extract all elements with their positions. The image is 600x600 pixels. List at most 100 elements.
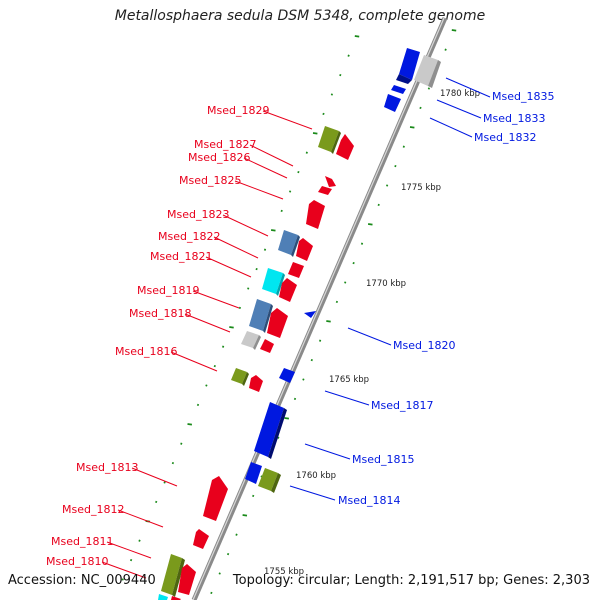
tick-dot	[270, 229, 276, 232]
gene-label-msed-1835[interactable]: Msed_1835	[492, 90, 554, 103]
gene-feature-grey-1834[interactable]	[414, 55, 441, 88]
tick-dot	[155, 500, 158, 504]
tick-dot	[210, 591, 213, 595]
gene-feature-forward-1813[interactable]	[203, 476, 228, 521]
tick-dot	[344, 281, 347, 284]
kbp-label-1775: 1775 kbp	[401, 183, 441, 193]
tick-dot	[305, 151, 308, 154]
tick-dot	[180, 442, 183, 445]
tick-dot	[347, 54, 350, 57]
gene-label-msed-1829[interactable]: Msed_1829	[207, 104, 269, 117]
gene-feature-forward-1828[interactable]	[336, 134, 354, 160]
gene-feature-forward-1818b[interactable]	[267, 308, 288, 338]
gene-label-msed-1810[interactable]: Msed_1810	[46, 555, 108, 568]
tick-dot	[196, 403, 200, 407]
kbp-label-1760: 1760 kbp	[296, 471, 336, 481]
gene-feature-olive-1816[interactable]	[231, 368, 249, 386]
tick-dot	[451, 29, 457, 32]
gene-label-msed-1817[interactable]: Msed_1817	[371, 399, 433, 412]
gene-feature-olive-1811[interactable]	[161, 554, 185, 597]
tick-dot	[138, 539, 141, 542]
tick-dot	[354, 35, 360, 38]
gene-feature-steel-1818[interactable]	[249, 299, 273, 333]
gene-feature-forward-1825[interactable]	[318, 186, 332, 195]
tick-dot	[297, 170, 300, 174]
gene-label-msed-1813[interactable]: Msed_1813	[76, 461, 138, 474]
backbone-highlight	[192, 17, 445, 600]
tick-dot	[385, 184, 389, 187]
tick-dot	[213, 364, 216, 368]
tick-dot	[394, 164, 397, 168]
gene-label-msed-1833[interactable]: Msed_1833	[483, 112, 545, 125]
gene-label-msed-1826[interactable]: Msed_1826	[188, 151, 250, 164]
gene-feature-forward-1823[interactable]	[306, 200, 325, 229]
tick-dot	[302, 378, 305, 381]
outer-tick-track	[210, 29, 457, 595]
tick-dot	[218, 572, 221, 575]
gene-feature-olive-1814b[interactable]	[258, 468, 281, 493]
tick-dot	[326, 320, 331, 323]
gene-label-msed-1811[interactable]: Msed_1811	[51, 535, 113, 548]
tick-dot	[310, 358, 313, 362]
kbp-label-1780: 1780 kbp	[440, 89, 480, 99]
gene-feature-forward-1822b[interactable]	[296, 238, 313, 261]
gene-feature-forward-1810[interactable]	[178, 564, 196, 595]
tick-dot	[242, 514, 248, 517]
gene-feature-reverse-1814[interactable]	[245, 462, 262, 484]
gene-feature-cyan-1809[interactable]	[158, 594, 168, 600]
gene-label-msed-1815[interactable]: Msed_1815	[352, 453, 414, 466]
label-group-right: Msed_1835 Msed_1833 Msed_1832 Msed_1820 …	[289, 77, 554, 507]
gene-feature-reverse-1835[interactable]	[396, 48, 420, 84]
gene-feature-forward-1817b[interactable]	[260, 339, 274, 353]
gene-feature-forward-1826[interactable]	[325, 176, 336, 187]
tick-dot	[377, 203, 380, 207]
tick-dot	[221, 345, 225, 348]
gene-feature-forward-1810b[interactable]	[171, 596, 181, 600]
tick-dot	[163, 481, 166, 484]
kbp-label-1765: 1765 kbp	[329, 375, 369, 385]
gene-label-msed-1819[interactable]: Msed_1819	[137, 284, 199, 297]
tick-dot	[318, 339, 322, 342]
gene-feature-reverse-1815[interactable]	[254, 402, 287, 459]
tick-dot	[367, 223, 373, 226]
tick-dot	[427, 87, 431, 90]
tick-dot	[263, 248, 267, 251]
tick-dot	[252, 494, 255, 498]
gene-feature-grey-1817[interactable]	[241, 331, 261, 350]
gene-label-msed-1825[interactable]: Msed_1825	[179, 174, 241, 187]
gene-feature-reverse-1820[interactable]	[304, 311, 316, 318]
tick-dot	[330, 93, 334, 96]
gene-feature-reverse-1832[interactable]	[384, 94, 401, 112]
gene-label-msed-1821[interactable]: Msed_1821	[150, 250, 212, 263]
gene-label-msed-1832[interactable]: Msed_1832	[474, 131, 536, 144]
tick-dot	[293, 397, 297, 401]
gene-label-msed-1814[interactable]: Msed_1814	[338, 494, 400, 507]
gene-label-msed-1812[interactable]: Msed_1812	[62, 503, 124, 516]
gene-feature-olive-1829[interactable]	[318, 126, 341, 154]
gene-feature-forward-1816b[interactable]	[249, 375, 263, 392]
tick-dot	[229, 326, 234, 329]
gene-feature-reverse-1833[interactable]	[391, 85, 406, 94]
label-group-left: Msed_1829 Msed_1827 Msed_1826 Msed_1825 …	[46, 104, 313, 579]
gene-feature-reverse-1817[interactable]	[279, 368, 295, 383]
gene-label-msed-1820[interactable]: Msed_1820	[393, 339, 455, 352]
gene-label-msed-1827[interactable]: Msed_1827	[194, 138, 256, 151]
tick-dot	[284, 417, 290, 420]
tick-dot	[121, 578, 124, 581]
gene-feature-forward-1812[interactable]	[193, 529, 209, 549]
gene-label-msed-1816[interactable]: Msed_1816	[115, 345, 177, 358]
tick-dot	[419, 106, 422, 110]
tick-dot	[402, 145, 405, 148]
tick-dot	[288, 190, 292, 193]
tick-dot	[235, 533, 238, 536]
gene-label-msed-1822[interactable]: Msed_1822	[158, 230, 220, 243]
gene-feature-steel-1822[interactable]	[278, 230, 300, 257]
gene-feature-cyan-1820[interactable]	[262, 268, 285, 296]
gene-feature-forward-1819[interactable]	[279, 278, 297, 302]
gene-feature-forward-1821[interactable]	[288, 262, 304, 278]
gene-label-msed-1818[interactable]: Msed_1818	[129, 307, 191, 320]
gene-label-msed-1823[interactable]: Msed_1823	[167, 208, 229, 221]
tick-dot	[187, 423, 193, 426]
backbone-line	[191, 17, 448, 600]
